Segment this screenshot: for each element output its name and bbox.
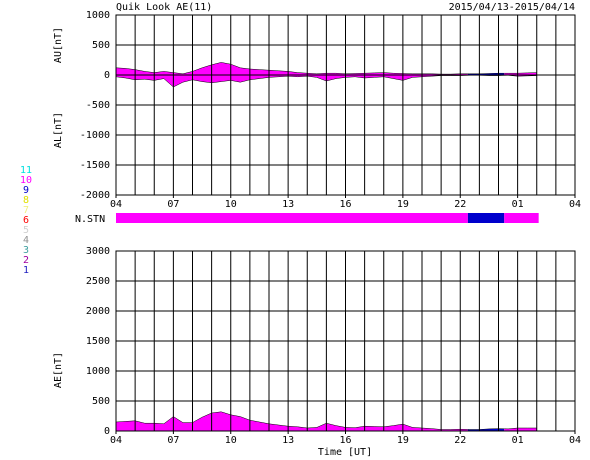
station-segment: [467, 213, 505, 223]
x-tick-label: 01: [512, 435, 524, 446]
station-legend-label: 3: [23, 245, 29, 256]
x-tick-label: 10: [225, 435, 237, 446]
station-legend-label: 10: [20, 175, 32, 186]
station-legend-label: 1: [23, 265, 29, 276]
y-tick-label: 1000: [86, 10, 110, 21]
station-legend-label: 2: [23, 255, 29, 266]
area-ae: [504, 427, 537, 431]
y-tick-label: 500: [92, 396, 110, 407]
x-tick-label: 10: [225, 199, 237, 210]
y-tick-label: 1000: [86, 366, 110, 377]
strip-label: N.STN: [75, 214, 105, 225]
x-tick-label: 19: [397, 199, 409, 210]
y-tick-label: -1500: [80, 160, 110, 171]
y-tick-label: 3000: [86, 246, 110, 257]
x-tick-label: 07: [167, 199, 179, 210]
station-legend-label: 11: [20, 165, 32, 176]
y-tick-label: 500: [92, 40, 110, 51]
date-range: 2015/04/13-2015/04/14: [449, 2, 575, 13]
station-legend-label: 4: [23, 235, 29, 246]
station-legend-label: 9: [23, 185, 29, 196]
station-legend-label: 7: [23, 205, 29, 216]
x-tick-label: 04: [110, 199, 122, 210]
x-tick-label: 04: [569, 435, 581, 446]
plot-frame: [115, 250, 576, 432]
x-axis-label: Time [UT]: [318, 447, 372, 458]
station-segment: [504, 213, 539, 223]
x-tick-label: 22: [454, 435, 466, 446]
area-au: [504, 72, 537, 76]
y-tick-label: 2000: [86, 306, 110, 317]
area-al: [116, 74, 468, 88]
x-tick-label: 13: [282, 199, 294, 210]
y-tick-label: 2500: [86, 276, 110, 287]
area-ae: [116, 411, 468, 431]
station-legend-label: 8: [23, 195, 29, 206]
station-legend-label: 5: [23, 225, 29, 236]
x-tick-label: 04: [569, 199, 581, 210]
y-tick-label: 1500: [86, 336, 110, 347]
station-legend-label: 6: [23, 215, 29, 226]
y-tick-label: 0: [104, 426, 110, 437]
y-tick-label: -1000: [80, 130, 110, 141]
x-tick-label: 19: [397, 435, 409, 446]
y-axis-label: AL[nT]: [53, 112, 64, 148]
x-tick-label: 07: [167, 435, 179, 446]
x-tick-label: 01: [512, 199, 524, 210]
x-tick-label: 13: [282, 435, 294, 446]
x-tick-label: 22: [454, 199, 466, 210]
y-tick-label: -2000: [80, 190, 110, 201]
area-ae: [467, 428, 505, 431]
station-segment: [116, 213, 468, 223]
area-au: [116, 62, 468, 76]
x-tick-label: 16: [339, 199, 351, 210]
y-tick-label: -500: [86, 100, 110, 111]
y-tick-label: 0: [104, 70, 110, 81]
plot-frame: [115, 14, 576, 196]
y-axis-label: AE[nT]: [53, 352, 64, 388]
x-tick-label: 16: [339, 435, 351, 446]
x-tick-label: 04: [110, 435, 122, 446]
y-axis-label: AU[nT]: [53, 27, 64, 63]
chart-title: Quik Look AE(11): [116, 2, 212, 13]
